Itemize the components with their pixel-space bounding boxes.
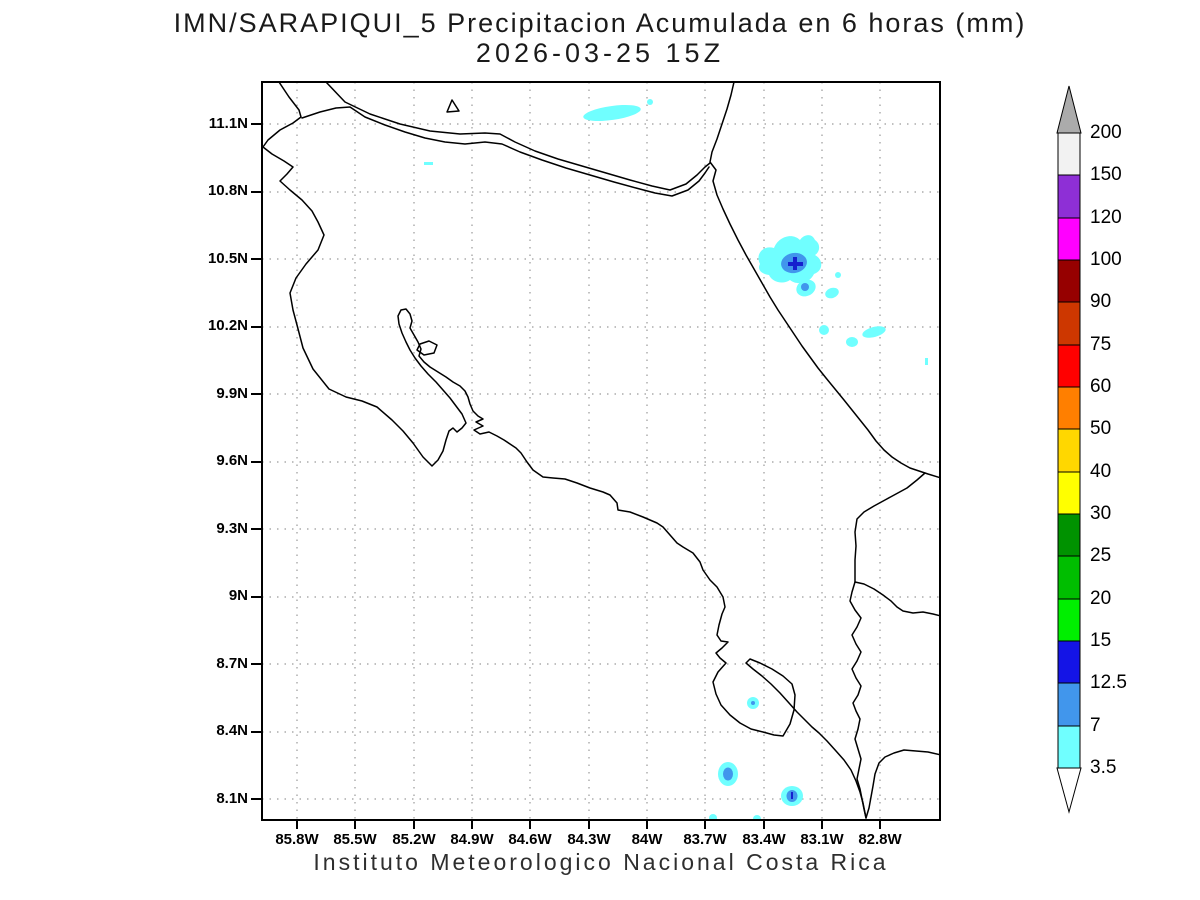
page-title: IMN/SARAPIQUI_5 Precipitacion Acumulada … <box>173 8 1027 38</box>
colorbar-label: 120 <box>1090 207 1122 228</box>
lon-label: 82.8W <box>858 831 902 848</box>
lon-label: 84.3W <box>567 831 611 848</box>
colorbar-label: 15 <box>1090 630 1112 651</box>
colorbar-label: 40 <box>1090 461 1112 482</box>
colorbar <box>1056 85 1082 814</box>
colorbar-label: 150 <box>1090 164 1122 185</box>
lon-ticks <box>296 820 881 829</box>
lat-label: 8.7N <box>216 655 248 672</box>
institution-caption: Instituto Meteorologico Nacional Costa R… <box>313 849 889 875</box>
lon-label: 84.6W <box>508 831 552 848</box>
lon-label: 85.8W <box>275 831 319 848</box>
colorbar-label: 90 <box>1090 291 1112 312</box>
lat-label: 9.3N <box>216 520 248 537</box>
colorbar-label: 100 <box>1090 249 1122 270</box>
colorbar-label: 50 <box>1090 418 1112 439</box>
colorbar-bottom-arrow-icon <box>1056 767 1082 814</box>
colorbar-label: 12.5 <box>1090 672 1127 693</box>
colorbar-label: 25 <box>1090 545 1112 566</box>
lat-label: 10.2N <box>207 317 248 334</box>
precip-level1-areas <box>424 99 928 819</box>
lat-ticks <box>251 123 262 800</box>
chira-island <box>416 340 438 356</box>
nicaragua-border <box>301 106 710 197</box>
colorbar-label: 60 <box>1090 376 1112 397</box>
colorbar-label: 7 <box>1090 715 1101 736</box>
precipitation-layer <box>424 99 928 819</box>
grid-lines <box>262 82 940 820</box>
panama-caribbean-coast <box>854 581 939 617</box>
caribbean-coastline <box>709 83 939 479</box>
colorbar-label: 200 <box>1090 122 1122 143</box>
lake-island <box>446 99 460 113</box>
coastline-layer <box>263 83 939 819</box>
lon-label: 84W <box>631 831 663 848</box>
lat-label: 9N <box>228 587 248 604</box>
lon-label: 83.1W <box>800 831 844 848</box>
lat-label: 10.8N <box>207 182 248 199</box>
lon-label: 85.5W <box>333 831 377 848</box>
lon-label: 85.2W <box>392 831 436 848</box>
colorbar-label: 30 <box>1090 503 1112 524</box>
lat-label: 9.6N <box>216 452 248 469</box>
plot-frame <box>251 81 941 829</box>
lat-label: 11.1N <box>208 115 248 132</box>
lon-label: 84.9W <box>450 831 494 848</box>
pacific-coastline <box>263 83 939 819</box>
colorbar-top-arrow-icon <box>1056 85 1082 134</box>
colorbar-label: 20 <box>1090 588 1112 609</box>
lon-label: 83.4W <box>742 831 786 848</box>
lon-label: 83.7W <box>683 831 727 848</box>
lat-label: 9.9N <box>216 385 248 402</box>
lat-label: 8.1N <box>216 790 248 807</box>
lat-label: 8.4N <box>216 722 248 739</box>
precip-level3-areas <box>788 257 803 799</box>
page-subtitle-datetime: 2026-03-25 15Z <box>475 38 725 68</box>
colorbar-label: 3.5 <box>1090 757 1117 778</box>
colorbar-label: 75 <box>1090 334 1112 355</box>
lat-label: 10.5N <box>207 250 248 267</box>
panama-border <box>849 472 926 819</box>
lake-nicaragua-shore <box>325 83 711 191</box>
